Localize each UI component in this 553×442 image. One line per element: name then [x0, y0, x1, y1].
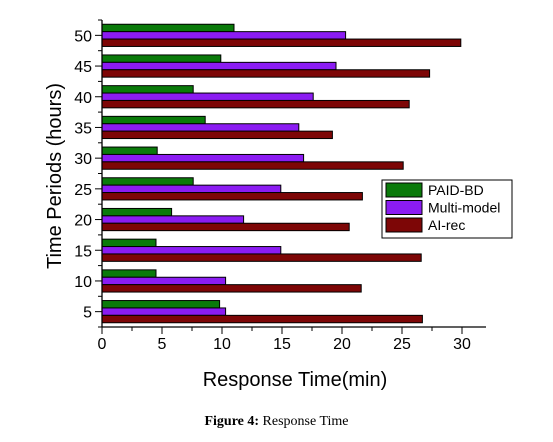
bar-ai-rec-25: [101, 192, 363, 201]
bar-multi-model-30: [101, 153, 305, 163]
bar-paid-bd-40: [101, 85, 194, 94]
bar-paid-bd-5: [101, 300, 221, 309]
bars-group: [101, 23, 462, 324]
bar-paid-bd-10: [101, 269, 157, 278]
legend-label-paid-bd: PAID-BD: [428, 182, 484, 198]
bar-paid-bd-20: [101, 207, 173, 217]
bar-ai-rec-45: [101, 69, 431, 78]
x-tick-label: 0: [98, 336, 107, 353]
bar-ai-rec-5: [101, 314, 423, 324]
bar-paid-bd-30: [101, 146, 158, 155]
y-tick-label: 35: [74, 120, 92, 137]
y-tick-label: 10: [74, 274, 92, 291]
bar-ai-rec-40: [101, 99, 410, 109]
bar-paid-bd-35: [101, 115, 206, 125]
figure-caption: Figure 4: Response Time: [0, 414, 553, 430]
bar-multi-model-10: [101, 276, 227, 286]
y-tick-label: 15: [74, 243, 92, 260]
x-tick-label: 20: [333, 336, 351, 353]
bar-paid-bd-25: [101, 177, 194, 186]
y-tick-label: 25: [74, 182, 92, 199]
bar-paid-bd-15: [101, 238, 157, 248]
legend-swatch-multi-model: [385, 200, 423, 215]
y-tick-label: 50: [74, 28, 92, 45]
bar-multi-model-50: [101, 31, 347, 40]
x-tick-label: 25: [393, 336, 411, 353]
bar-ai-rec-15: [101, 253, 422, 262]
bar-paid-bd-45: [101, 54, 222, 63]
legend-label-ai-rec: AI-rec: [428, 217, 465, 233]
bar-multi-model-40: [101, 92, 314, 101]
y-tick-label: 40: [74, 90, 92, 107]
x-tick-label: 15: [273, 336, 291, 353]
bar-multi-model-20: [101, 215, 245, 224]
bar-ai-rec-35: [101, 130, 333, 140]
bar-ai-rec-20: [101, 222, 350, 232]
y-tick-label: 45: [74, 59, 92, 76]
legend-label-multi-model: Multi-model: [428, 200, 500, 216]
bar-multi-model-5: [101, 307, 227, 316]
bar-ai-rec-30: [101, 161, 404, 170]
x-tick-label: 5: [158, 336, 167, 353]
bar-paid-bd-50: [101, 23, 235, 33]
x-axis-title: Response Time(min): [203, 369, 388, 391]
y-tick-label: 30: [74, 151, 92, 168]
legend-swatch-paid-bd: [385, 182, 423, 198]
bar-ai-rec-10: [101, 284, 362, 293]
y-tick-label: 20: [74, 213, 92, 230]
bar-multi-model-45: [101, 61, 337, 71]
y-tick-label: 5: [83, 305, 92, 322]
y-axis-title: Time Periods (hours): [44, 83, 66, 269]
x-tick-label: 10: [213, 336, 231, 353]
bar-multi-model-35: [101, 123, 300, 132]
caption-text: Response Time: [259, 414, 349, 429]
bar-multi-model-15: [101, 246, 282, 255]
caption-label: Figure 4:: [204, 414, 260, 429]
legend-swatch-ai-rec: [385, 217, 423, 233]
bar-multi-model-25: [101, 184, 282, 194]
x-tick-label: 30: [453, 336, 471, 353]
bar-ai-rec-50: [101, 38, 462, 47]
